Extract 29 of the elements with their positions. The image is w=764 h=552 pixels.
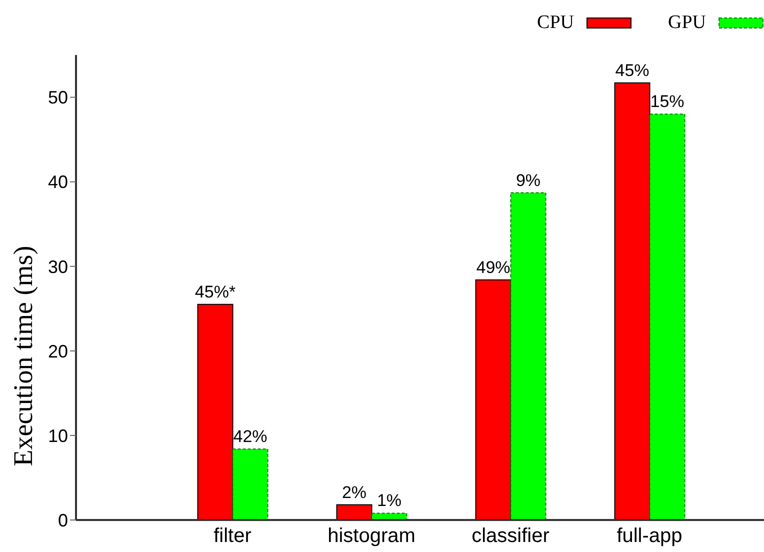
x-tick-label: filter (214, 525, 252, 548)
y-tick-label: 30 (48, 256, 68, 277)
bar (336, 504, 372, 520)
legend-label: CPU (537, 12, 574, 34)
bar (475, 279, 512, 520)
annotation: 42% (233, 426, 268, 446)
y-tick-label: 10 (48, 426, 68, 446)
annotation: 49% (476, 258, 510, 277)
annotation: 45% (615, 60, 650, 80)
annotation: 15% (650, 92, 684, 112)
bar (649, 114, 686, 520)
y-axis-title: Execution time (ms) (8, 246, 38, 466)
annotation: 45%* (194, 282, 236, 302)
y-tick-label: 20 (48, 341, 68, 362)
y-tick-label: 40 (48, 172, 68, 192)
bar (197, 304, 234, 520)
legend-label: GPU (668, 12, 706, 34)
bar (371, 512, 408, 520)
x-tick-label: histogram (328, 525, 416, 548)
y-tick-label: 0 (58, 510, 68, 530)
bar (614, 82, 650, 520)
x-tick-label: classifier (472, 525, 550, 548)
annotation: 1% (376, 491, 402, 510)
bar (510, 192, 546, 520)
annotation: 2% (342, 482, 367, 502)
x-tick-label: full-app (616, 525, 682, 548)
annotation: 9% (516, 170, 541, 190)
bar (232, 448, 268, 520)
y-tick-label: 50 (48, 88, 68, 108)
